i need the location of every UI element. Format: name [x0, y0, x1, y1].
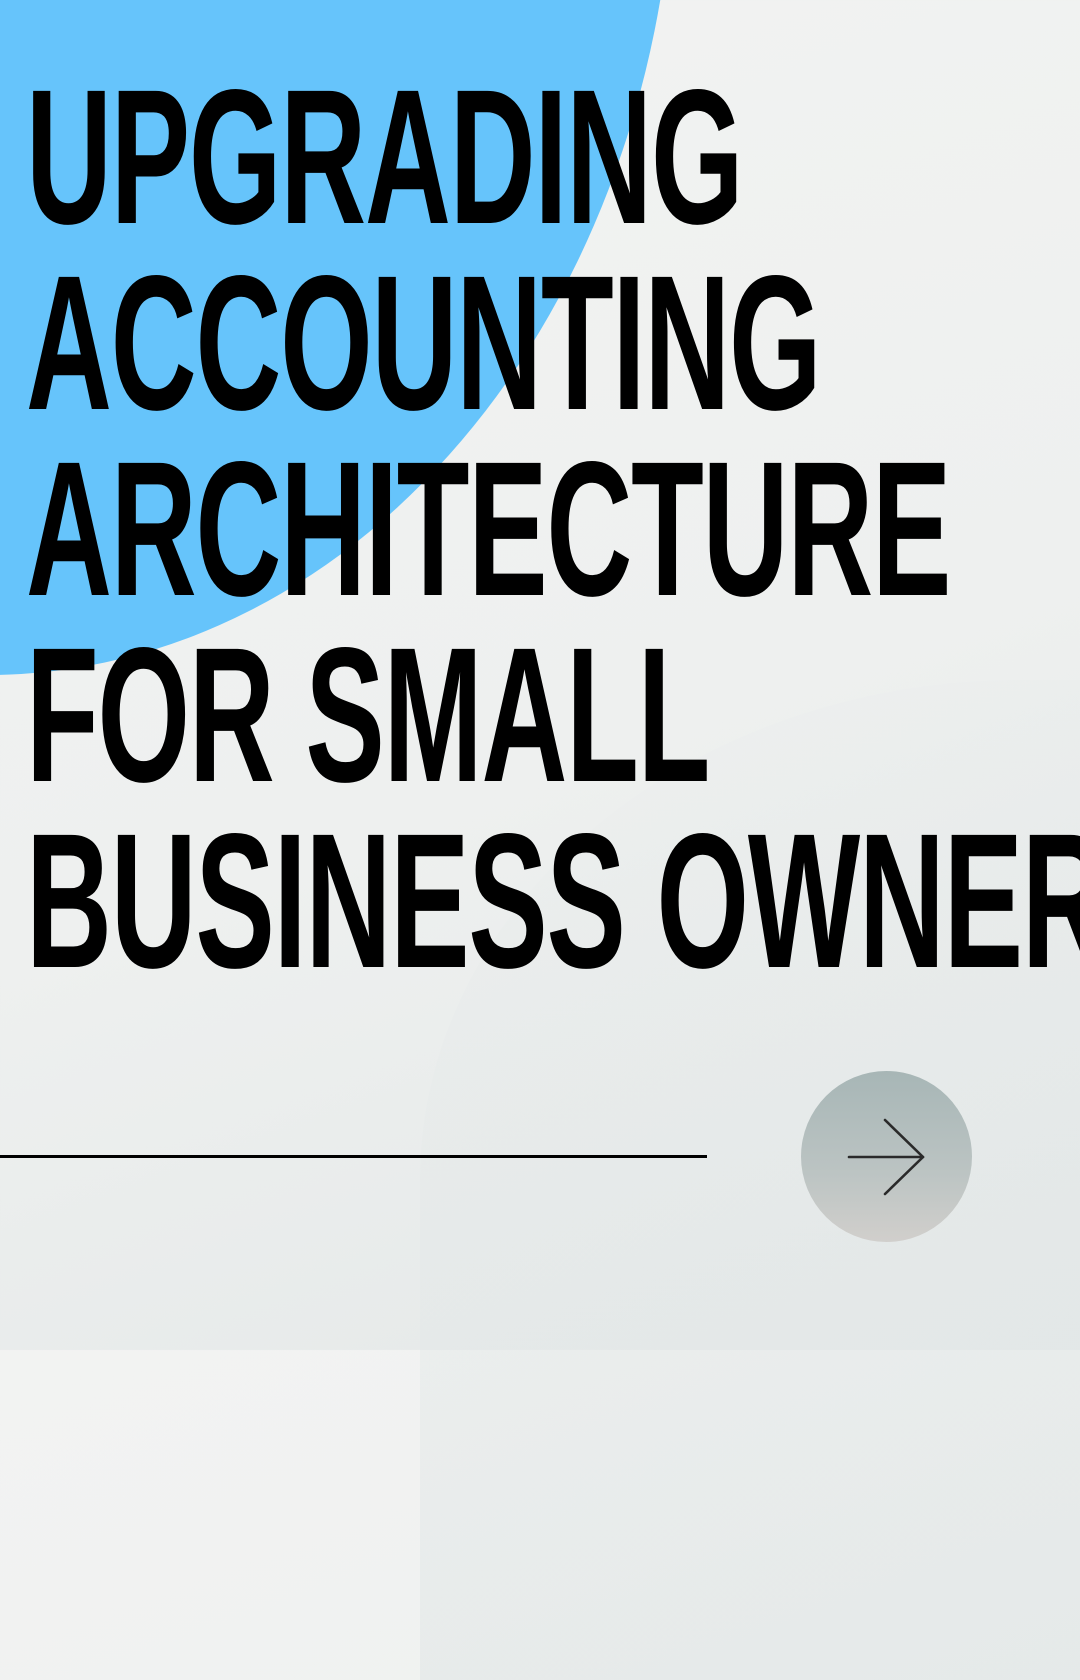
- headline-line-3: ARCHITECTURE: [26, 421, 951, 636]
- headline-line-2: ACCOUNTING: [26, 235, 822, 450]
- divider-line: [0, 1155, 707, 1158]
- headline-line-1: UPGRADING: [26, 49, 744, 264]
- arrow-right-icon: [847, 1118, 924, 1195]
- next-button[interactable]: [801, 1071, 972, 1242]
- headline-line-5: BUSINESS OWNERS: [26, 793, 1080, 1008]
- headline: UPGRADING ACCOUNTING ARCHITECTURE FOR SM…: [26, 49, 1080, 1008]
- headline-line-4: FOR SMALL: [26, 607, 710, 822]
